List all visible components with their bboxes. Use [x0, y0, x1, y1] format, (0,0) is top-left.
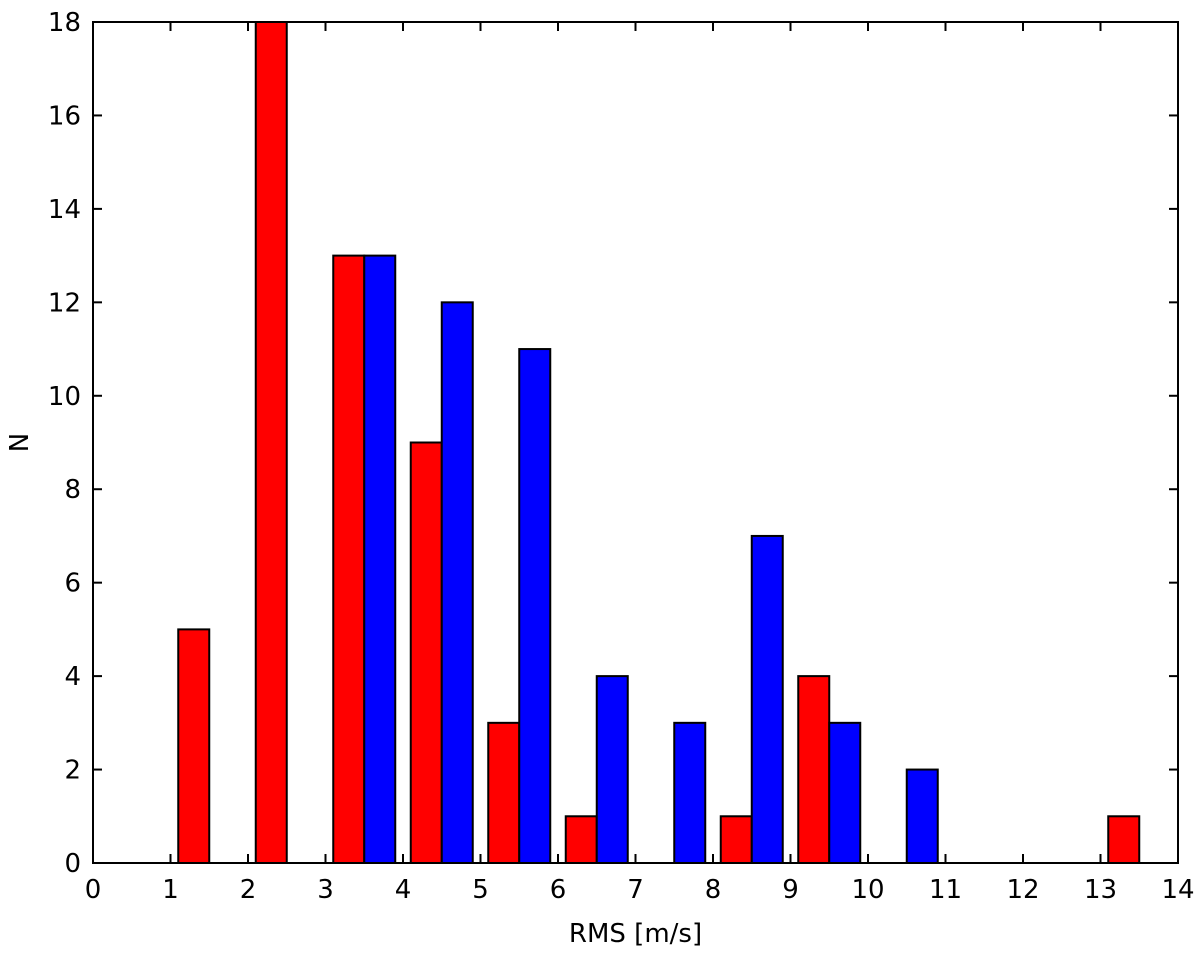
- y-axis-label: N: [5, 433, 35, 452]
- y-tick-label: 2: [64, 756, 81, 786]
- bar: [332, 254, 366, 865]
- bar: [673, 721, 707, 864]
- y-tick-label: 12: [48, 288, 81, 318]
- bar: [564, 815, 598, 864]
- x-tick-label: 5: [472, 875, 489, 905]
- bar: [487, 721, 521, 864]
- x-axis-label: RMS [m/s]: [569, 919, 702, 949]
- bar: [750, 534, 784, 864]
- bar: [828, 721, 862, 864]
- bars: [177, 21, 1141, 865]
- x-tick-label: 7: [627, 875, 644, 905]
- x-tick-label: 11: [929, 875, 962, 905]
- x-tick-label: 8: [705, 875, 722, 905]
- x-tick-label: 9: [782, 875, 799, 905]
- bar: [518, 348, 552, 864]
- bar: [409, 441, 443, 864]
- y-tick-label: 8: [64, 475, 81, 505]
- bar: [595, 675, 629, 864]
- bar: [905, 768, 939, 864]
- y-tick-label: 0: [64, 849, 81, 879]
- bar: [1107, 815, 1141, 864]
- x-tick-label: 2: [240, 875, 257, 905]
- x-tick-label: 0: [85, 875, 102, 905]
- x-tick-label: 14: [1161, 875, 1194, 905]
- y-tick-label: 18: [48, 8, 81, 38]
- x-tick-label: 13: [1084, 875, 1117, 905]
- x-tick-label: 12: [1006, 875, 1039, 905]
- bar: [797, 675, 831, 864]
- bar: [177, 628, 211, 865]
- y-tick-label: 4: [64, 662, 81, 692]
- x-tick-label: 10: [851, 875, 884, 905]
- y-tick-label: 16: [48, 101, 81, 131]
- y-tick-label: 14: [48, 195, 81, 225]
- bar: [363, 254, 397, 865]
- bar: [719, 815, 753, 864]
- x-tick-label: 3: [317, 875, 334, 905]
- x-tick-label: 1: [162, 875, 179, 905]
- x-tick-label: 6: [550, 875, 567, 905]
- x-tick-label: 4: [395, 875, 412, 905]
- y-tick-label: 6: [64, 569, 81, 599]
- bar: [440, 301, 474, 865]
- bar: [254, 21, 288, 864]
- y-tick-label: 10: [48, 382, 81, 412]
